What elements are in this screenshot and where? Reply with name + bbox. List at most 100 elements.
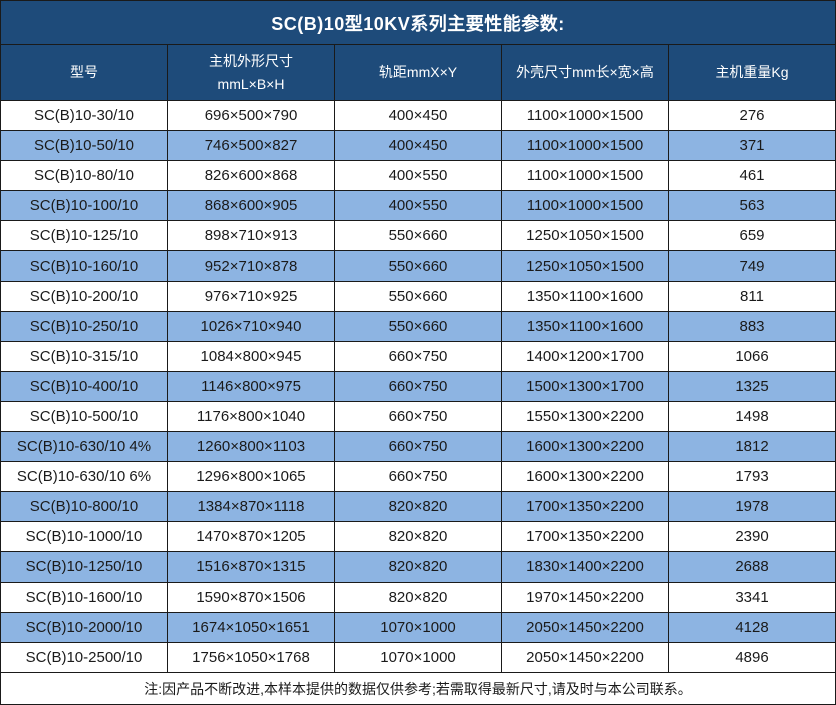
table-cell: 660×750 (334, 461, 502, 493)
table-row: SC(B)10-250/10 1026×710×940 550×660 1350×11… (0, 310, 836, 342)
table-row: SC(B)10-500/10 1176×800×1040 660×750 1550×1… (0, 400, 836, 433)
table-cell: 1674×1050×1651 (167, 611, 335, 643)
table-cell: 1350×1100×1600 (501, 280, 669, 312)
table-cell: 461 (668, 160, 836, 192)
page-title: SC(B)10型10KV系列主要性能参数: (0, 0, 836, 45)
table-cell: 1830×1400×2200 (501, 551, 669, 583)
table-cell: 952×710×878 (167, 250, 335, 282)
table-cell: 2050×1450×2200 (501, 611, 669, 643)
table-cell: 898×710×913 (167, 220, 335, 252)
table-cell: 820×820 (334, 491, 502, 523)
table-cell: 1700×1350×2200 (501, 521, 669, 553)
table-row: SC(B)10-160/10 952×710×878 550×660 1250×105… (0, 250, 836, 282)
table-cell: SC(B)10-50/10 (0, 130, 168, 162)
table-cell: 563 (668, 190, 836, 222)
table-row: SC(B)10-50/10 746×500×827 400×450 1100×1000… (0, 130, 836, 162)
table-cell: 746×500×827 (167, 130, 335, 162)
table-cell: SC(B)10-630/10 6% (0, 461, 168, 493)
table-cell: 1600×1300×2200 (501, 431, 669, 463)
spec-table-head: SC(B)10型10KV系列主要性能参数: 型号 主机外形尺寸 mmL×B×H … (0, 0, 836, 101)
table-row: SC(B)10-1000/10 1470×870×1205 820×820 1700×… (0, 521, 836, 553)
table-cell: 1250×1050×1500 (501, 220, 669, 252)
table-cell: 550×660 (334, 250, 502, 282)
note-row: 注:因产品不断改进,本样本提供的数据仅供参考;若需取得最新尺寸,请及时与本公司联… (0, 672, 836, 705)
table-cell: 820×820 (334, 521, 502, 553)
table-cell: SC(B)10-400/10 (0, 370, 168, 402)
table-cell: 2688 (668, 551, 836, 583)
table-cell: SC(B)10-500/10 (0, 400, 168, 433)
table-cell: 868×600×905 (167, 190, 335, 222)
table-cell: 1970×1450×2200 (501, 581, 669, 613)
table-cell: 1260×800×1103 (167, 431, 335, 463)
table-row: SC(B)10-2000/10 1674×1050×1651 1070×1000 20… (0, 611, 836, 643)
table-row: SC(B)10-100/10 868×600×905 400×550 1100×100… (0, 190, 836, 222)
table-row: SC(B)10-315/10 1084×800×945 660×750 1400×12… (0, 340, 836, 372)
table-cell: 1146×800×975 (167, 370, 335, 402)
table-cell: SC(B)10-2000/10 (0, 611, 168, 643)
table-cell: 659 (668, 220, 836, 252)
table-cell: 660×750 (334, 370, 502, 402)
table-cell: SC(B)10-800/10 (0, 491, 168, 523)
note-text: 注:因产品不断改进,本样本提供的数据仅供参考;若需取得最新尺寸,请及时与本公司联… (0, 672, 836, 705)
table-cell: 1756×1050×1768 (167, 641, 335, 674)
table-cell: 1498 (668, 400, 836, 433)
table-cell: SC(B)10-200/10 (0, 280, 168, 312)
table-cell: SC(B)10-1250/10 (0, 551, 168, 583)
table-cell: 4896 (668, 641, 836, 674)
table-cell: SC(B)10-315/10 (0, 340, 168, 372)
table-cell: SC(B)10-80/10 (0, 160, 168, 192)
table-cell: 1500×1300×1700 (501, 370, 669, 402)
table-cell: 1176×800×1040 (167, 400, 335, 433)
table-cell: 1350×1100×1600 (501, 310, 669, 342)
column-header-unit-weight: 主机重量Kg (668, 44, 836, 101)
table-row: SC(B)10-400/10 1146×800×975 660×750 1500×13… (0, 370, 836, 402)
table-row: SC(B)10-80/10 826×600×868 400×550 1100×1000… (0, 160, 836, 192)
table-cell: 2050×1450×2200 (501, 641, 669, 674)
table-cell: 4128 (668, 611, 836, 643)
table-cell: 1100×1000×1500 (501, 190, 669, 222)
table-cell: 371 (668, 130, 836, 162)
spec-table-body: SC(B)10-30/10 696×500×790 400×450 1100×1000… (0, 99, 836, 674)
table-cell: 820×820 (334, 551, 502, 583)
table-cell: 660×750 (334, 400, 502, 433)
column-header-model: 型号 (0, 44, 168, 101)
table-cell: 1550×1300×2200 (501, 400, 669, 433)
table-row: SC(B)10-630/10 6% 1296×800×1065 660×750 160… (0, 461, 836, 493)
table-cell: 1100×1000×1500 (501, 99, 669, 132)
table-cell: 1325 (668, 370, 836, 402)
column-header-unit-size: 主机外形尺寸 mmL×B×H (167, 44, 335, 101)
table-cell: 1084×800×945 (167, 340, 335, 372)
table-cell: SC(B)10-2500/10 (0, 641, 168, 674)
table-cell: 1070×1000 (334, 611, 502, 643)
table-cell: 1384×870×1118 (167, 491, 335, 523)
spec-table-foot: 注:因产品不断改进,本样本提供的数据仅供参考;若需取得最新尺寸,请及时与本公司联… (0, 672, 836, 705)
table-cell: 820×820 (334, 581, 502, 613)
table-row: SC(B)10-30/10 696×500×790 400×450 1100×1000… (0, 99, 836, 132)
table-cell: 883 (668, 310, 836, 342)
table-row: SC(B)10-1600/10 1590×870×1506 820×820 1970×… (0, 581, 836, 613)
table-cell: 400×450 (334, 130, 502, 162)
table-cell: 749 (668, 250, 836, 282)
table-cell: 811 (668, 280, 836, 312)
table-cell: SC(B)10-1000/10 (0, 521, 168, 553)
table-cell: 1400×1200×1700 (501, 340, 669, 372)
table-cell: SC(B)10-250/10 (0, 310, 168, 342)
table-cell: 1793 (668, 461, 836, 493)
table-cell: 1100×1000×1500 (501, 160, 669, 192)
table-row: SC(B)10-630/10 4% 1260×800×1103 660×750 160… (0, 431, 836, 463)
table-cell: 1516×870×1315 (167, 551, 335, 583)
table-cell: 276 (668, 99, 836, 132)
table-cell: 660×750 (334, 340, 502, 372)
column-header-rail-gauge: 轨距mmX×Y (334, 44, 502, 101)
table-cell: 400×550 (334, 190, 502, 222)
table-row: SC(B)10-125/10 898×710×913 550×660 1250×105… (0, 220, 836, 252)
table-row: SC(B)10-1250/10 1516×870×1315 820×820 1830×… (0, 551, 836, 583)
table-cell: SC(B)10-125/10 (0, 220, 168, 252)
table-cell: 400×450 (334, 99, 502, 132)
table-cell: 550×660 (334, 310, 502, 342)
table-cell: 1812 (668, 431, 836, 463)
table-row: SC(B)10-800/10 1384×870×1118 820×820 1700×1… (0, 491, 836, 523)
table-cell: 976×710×925 (167, 280, 335, 312)
